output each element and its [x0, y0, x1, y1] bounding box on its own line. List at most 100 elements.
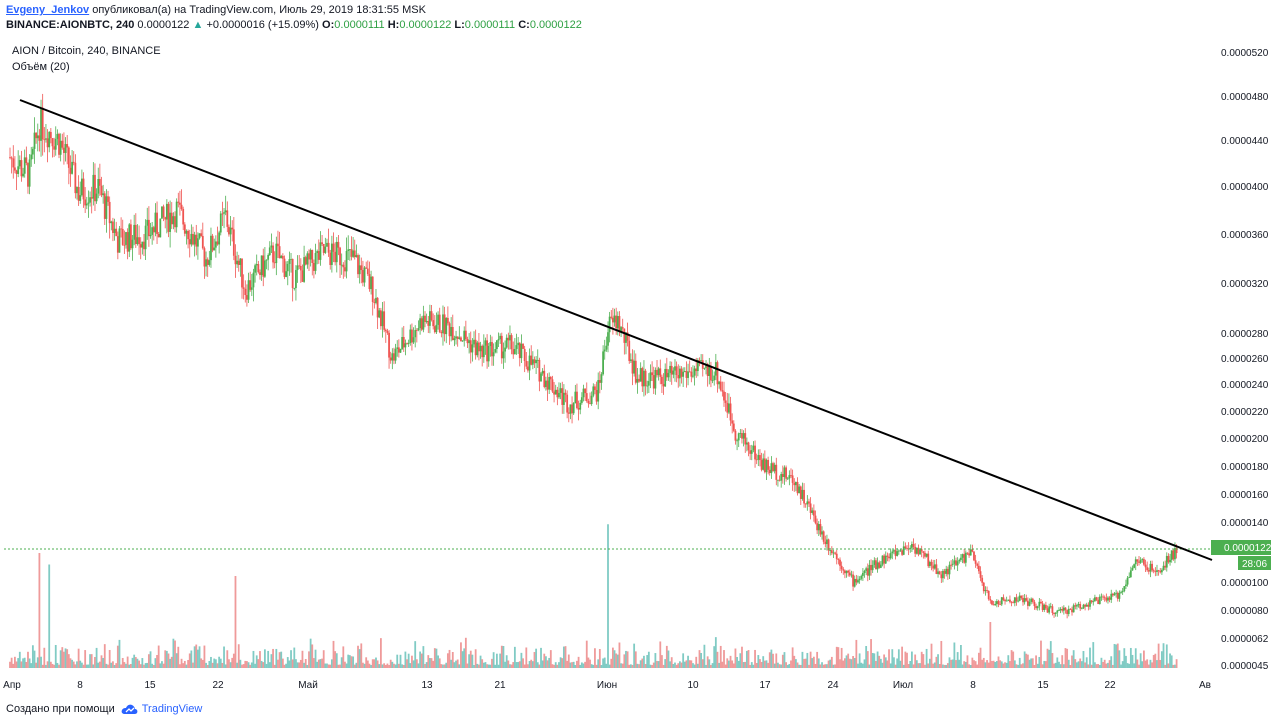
candle-body: [231, 227, 234, 230]
candle-body: [724, 400, 727, 403]
volume-bar: [1020, 664, 1023, 668]
candle-body: [172, 216, 175, 225]
candle-body: [1118, 592, 1121, 599]
candle-body: [1058, 610, 1060, 612]
candle-body: [1071, 609, 1073, 613]
volume-bar: [108, 649, 111, 668]
candle-body: [239, 258, 242, 265]
candle-body: [51, 138, 54, 147]
volume-bar: [87, 664, 90, 668]
volume-bar: [994, 661, 997, 668]
candle-body: [339, 247, 341, 266]
candle-body: [688, 371, 691, 373]
candle-body: [224, 210, 227, 213]
volume-bar: [545, 656, 547, 668]
candle-body: [41, 107, 44, 140]
candle-body: [31, 148, 34, 155]
candle-body: [54, 138, 57, 150]
candle-body: [1072, 605, 1075, 613]
volume-bar: [247, 662, 250, 668]
volume-bar: [159, 663, 162, 668]
volume-bar: [463, 648, 466, 668]
volume-bar: [579, 664, 582, 668]
volume-bar: [822, 664, 825, 668]
volume-bar: [1110, 656, 1113, 668]
volume-bar: [788, 664, 791, 668]
volume-bar: [386, 663, 389, 668]
volume-bar: [742, 662, 745, 668]
volume-bar: [920, 651, 923, 668]
volume-bar: [74, 664, 77, 668]
candle-body: [337, 241, 340, 248]
candle-body: [205, 259, 207, 267]
volume-bar: [633, 643, 636, 668]
candle-body: [458, 337, 461, 339]
candle-body: [662, 383, 665, 387]
candle-body: [763, 458, 766, 473]
candle-body: [1007, 599, 1010, 601]
candle-body: [241, 258, 243, 288]
volume-bar: [695, 656, 698, 668]
candle-body: [1154, 571, 1157, 573]
volume-bar: [664, 659, 667, 668]
volume-bar: [430, 658, 433, 668]
candle-body: [711, 380, 714, 382]
volume-bar: [981, 659, 984, 668]
candle-body: [455, 336, 457, 339]
candle-body: [942, 570, 944, 579]
candle-body: [317, 251, 320, 260]
candle-body: [242, 287, 245, 289]
candle-body: [187, 230, 189, 240]
volume-bar: [848, 658, 851, 668]
candle-body: [260, 255, 263, 275]
volume-bar: [115, 663, 118, 668]
candle-body: [1079, 604, 1082, 609]
volume-bar: [174, 640, 176, 668]
volume-bar: [97, 662, 100, 668]
volume-bar: [1087, 664, 1090, 668]
candle-body: [489, 342, 492, 346]
candle-body: [783, 467, 786, 477]
volume-bar: [1082, 651, 1085, 668]
candle-body: [118, 228, 121, 253]
volume-bar: [211, 662, 214, 668]
volume-bar: [844, 658, 846, 668]
volume-bar: [835, 646, 838, 668]
volume-bar: [80, 662, 83, 668]
candle-body: [291, 258, 294, 289]
volume-bar: [693, 664, 696, 668]
volume-bar: [90, 654, 93, 668]
volume-bar: [688, 660, 691, 668]
volume-bar: [1071, 655, 1073, 668]
volume-bar: [907, 664, 910, 668]
candle-body: [170, 212, 173, 225]
candle-body: [90, 197, 93, 199]
candle-body: [152, 227, 155, 233]
author-link[interactable]: Evgeny_Jenkov: [6, 4, 90, 16]
volume-bar: [986, 660, 988, 668]
candle-body: [1159, 570, 1162, 573]
volume-bar: [522, 658, 524, 668]
candle-body: [255, 264, 258, 266]
volume-bar: [845, 655, 848, 668]
candle-body: [438, 314, 441, 333]
candle-body: [121, 228, 124, 245]
candle-body: [955, 560, 957, 566]
candle-body: [829, 550, 832, 552]
candle-body: [236, 260, 239, 265]
volume-bar: [745, 650, 748, 668]
candle-body: [128, 224, 131, 252]
candle-body: [358, 265, 361, 275]
candle-body: [151, 227, 154, 235]
volume-bar: [731, 660, 734, 668]
volume-bar: [826, 664, 828, 668]
tradingview-logo[interactable]: TradingView: [121, 703, 202, 715]
volume-bar: [525, 647, 528, 668]
volume-bar: [1077, 661, 1080, 668]
volume-bar: [1100, 657, 1103, 668]
candle-body: [523, 348, 526, 361]
volume-bar: [670, 657, 673, 668]
candle-body: [603, 349, 606, 352]
candle-body: [875, 560, 877, 570]
